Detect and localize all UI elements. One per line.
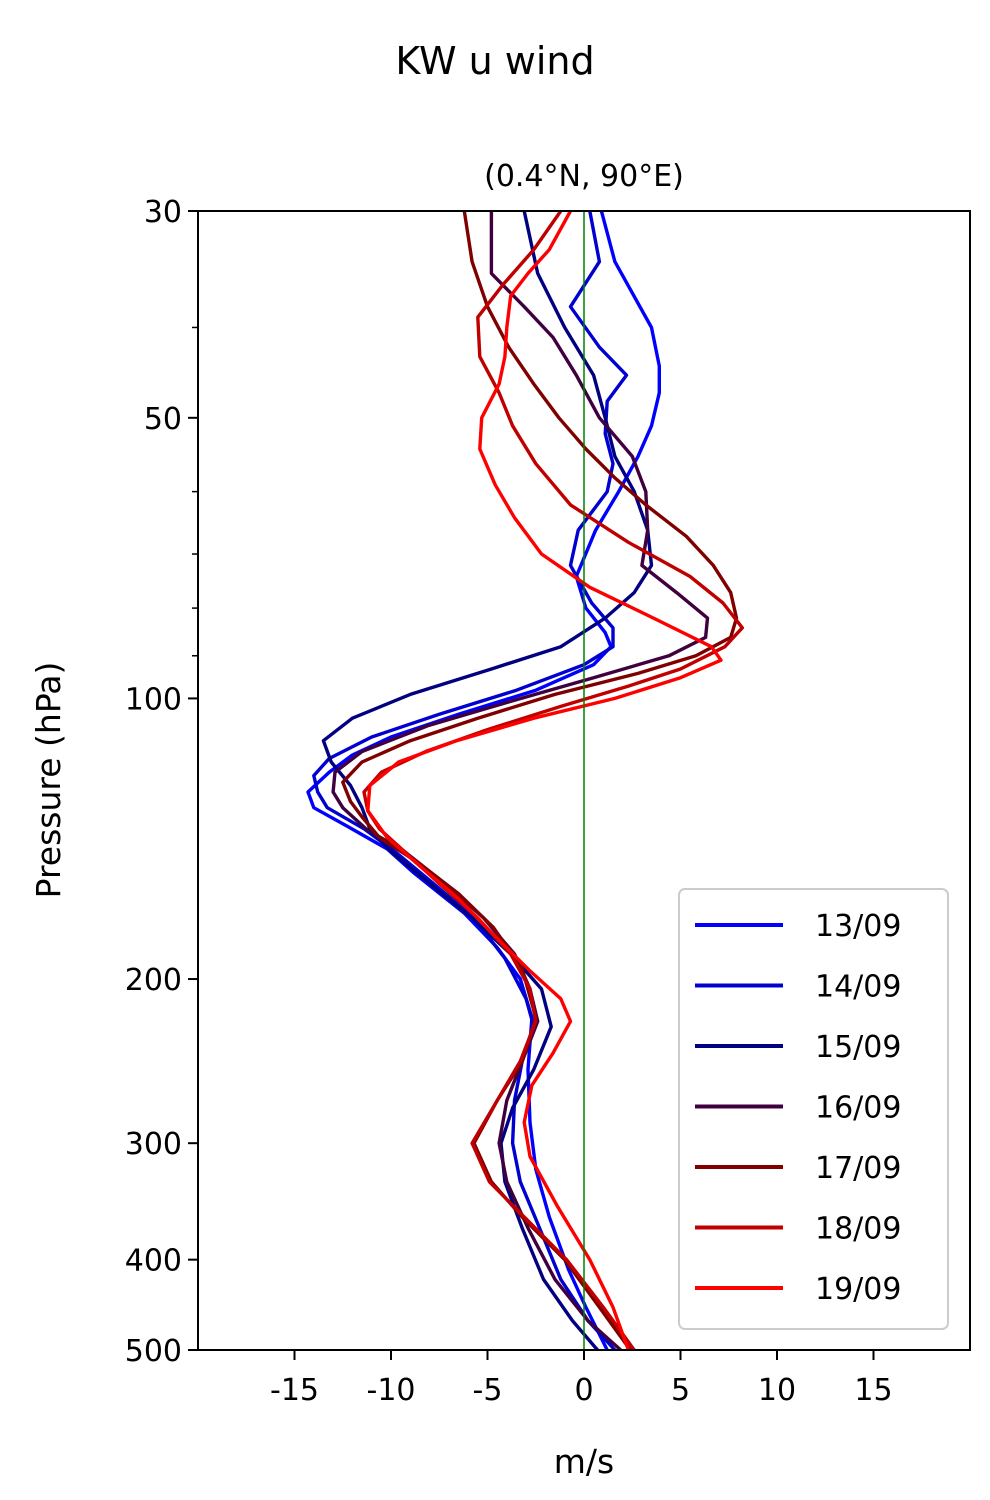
x-tick-label: 5	[671, 1373, 690, 1408]
legend-label: 14/09	[815, 970, 901, 1005]
y-tick-label: 300	[125, 1127, 182, 1162]
x-tick-label: 15	[854, 1373, 892, 1408]
x-tick-label: 10	[758, 1373, 796, 1408]
y-axis-label: Pressure (hPa)	[29, 662, 68, 899]
x-tick-label: -10	[367, 1373, 416, 1408]
legend-label: 18/09	[815, 1212, 901, 1247]
y-axis: 30 50 100 200 300 400 500	[125, 195, 198, 1369]
series-line-4	[331, 211, 710, 1350]
chart-suptitle: KW u wind	[395, 39, 594, 83]
series-line-7	[366, 211, 723, 1350]
legend-label: 15/09	[815, 1030, 901, 1065]
legend-label: 17/09	[815, 1151, 901, 1186]
legend-label: 16/09	[815, 1091, 901, 1126]
x-axis-label: m/s	[554, 1442, 614, 1481]
series-line-1	[306, 211, 661, 1350]
y-tick-label: 500	[125, 1334, 182, 1369]
y-tick-label: 30	[144, 195, 182, 230]
chart-title: (0.4°N, 90°E)	[484, 159, 684, 194]
series-layer	[306, 211, 744, 1350]
y-tick-label: 200	[125, 963, 182, 998]
legend-label: 19/09	[815, 1272, 901, 1307]
x-tick-label: -5	[473, 1373, 503, 1408]
y-tick-label: 50	[144, 402, 182, 437]
legend-box	[678, 888, 949, 1330]
legend: 13/09 14/09 15/09 16/09 17/09 18/09 19/09	[678, 888, 949, 1330]
x-tick-label: -15	[270, 1373, 319, 1408]
legend-label: 13/09	[815, 909, 901, 944]
x-axis: -15 -10 -5 0 5 10 15	[270, 1350, 893, 1408]
x-tick-label: 0	[574, 1373, 593, 1408]
y-tick-label: 400	[125, 1244, 182, 1279]
series-line-3	[321, 211, 654, 1350]
y-tick-label: 100	[125, 682, 182, 717]
